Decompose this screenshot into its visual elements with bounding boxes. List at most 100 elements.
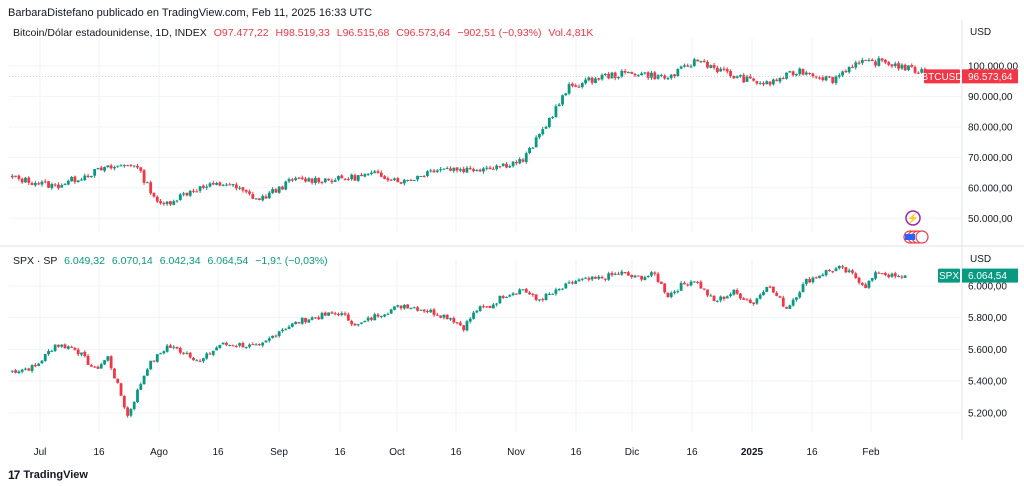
candle-body <box>561 95 564 105</box>
candle-body <box>834 76 838 84</box>
candle-body <box>215 347 218 351</box>
candle-body <box>337 175 340 180</box>
y-tick-label: 5.200,00 <box>968 408 1007 419</box>
candle-body <box>818 275 821 279</box>
candle-body <box>646 275 650 277</box>
candle-body <box>795 73 798 76</box>
candle-body <box>373 171 377 173</box>
candle-body <box>195 191 199 193</box>
symbol-tag-bg <box>938 268 960 283</box>
flag-icon <box>905 234 915 240</box>
candle-body <box>551 117 555 119</box>
candle-body <box>106 165 110 168</box>
candle-body <box>785 72 788 79</box>
candle-body <box>778 296 782 298</box>
candle-body <box>719 296 723 301</box>
candle-body <box>880 273 884 275</box>
candle-body <box>53 184 57 186</box>
candle-body <box>406 180 410 182</box>
candle-body <box>587 278 591 280</box>
candle-body <box>409 307 413 309</box>
candle-body <box>185 352 189 354</box>
candle-body <box>673 291 676 293</box>
candle-body <box>211 183 215 185</box>
candle-body <box>521 289 525 291</box>
last-value-tag-bg <box>962 268 1018 283</box>
candle-body <box>327 312 330 316</box>
candle-body <box>47 351 50 355</box>
candle-body <box>712 295 716 302</box>
candle-body <box>745 299 749 301</box>
candle-body <box>554 106 558 118</box>
candle-body <box>383 176 386 179</box>
candle-body <box>501 296 505 298</box>
candle-body <box>857 62 861 64</box>
flag-event-icon <box>915 230 929 244</box>
candle-body <box>169 201 172 205</box>
candle-body <box>636 75 640 77</box>
candle-body <box>551 293 555 295</box>
x-tick-label: 16 <box>212 447 224 458</box>
candle-body <box>261 195 265 201</box>
candle-body <box>900 276 904 278</box>
y-tick-label: 5.800,00 <box>968 313 1007 324</box>
candle-body <box>57 184 60 189</box>
candle-body <box>851 66 854 68</box>
candle-body <box>860 283 864 285</box>
candle-body <box>508 295 512 297</box>
candle-body <box>149 182 153 194</box>
candle-body <box>735 76 739 78</box>
candle-body <box>742 75 746 83</box>
candle-body <box>96 168 100 170</box>
candle-body <box>676 291 680 293</box>
candle-body <box>300 177 304 179</box>
candle-body <box>620 271 624 275</box>
candle-body <box>857 277 861 283</box>
candle-body <box>623 272 627 274</box>
candle-body <box>126 407 130 416</box>
candle-body <box>317 317 321 320</box>
candle-body <box>294 321 298 324</box>
candle-body <box>109 356 113 369</box>
candle-body <box>162 351 166 354</box>
candle-body <box>584 79 587 84</box>
btc-open: O97.477,22 <box>213 27 269 39</box>
candle-body <box>683 65 686 67</box>
candle-body <box>155 354 159 362</box>
candle-body <box>785 306 788 309</box>
candle-body <box>360 322 363 324</box>
candle-body <box>732 75 736 79</box>
btc-low: L96.515,68 <box>336 27 390 39</box>
candle-body <box>762 291 765 296</box>
candle-body <box>472 169 475 172</box>
candle-body <box>811 277 815 283</box>
candle-body <box>528 148 531 154</box>
candle-body <box>752 302 756 304</box>
candle-body <box>722 296 726 299</box>
candle-body <box>363 174 367 177</box>
candle-body <box>20 178 24 183</box>
candle-body <box>495 165 499 170</box>
candle-body <box>508 166 512 168</box>
candle-body <box>571 282 574 284</box>
candle-body <box>610 72 614 79</box>
candle-body <box>442 314 446 318</box>
candle-body <box>129 164 133 166</box>
candle-body <box>781 297 785 307</box>
candle-body <box>116 165 120 167</box>
candle-body <box>142 375 146 385</box>
candle-body <box>66 346 70 349</box>
candle-body <box>83 175 87 181</box>
candle-body <box>692 59 696 66</box>
candle-body <box>215 182 218 185</box>
candle-body <box>574 85 578 87</box>
candle-body <box>603 74 607 76</box>
candle-body <box>715 67 719 72</box>
candle-body <box>363 320 367 323</box>
x-tick-label: 16 <box>334 447 346 458</box>
candle-body <box>897 276 900 278</box>
candle-body <box>627 71 630 73</box>
candle-body <box>610 272 614 276</box>
candle-body <box>617 273 620 275</box>
